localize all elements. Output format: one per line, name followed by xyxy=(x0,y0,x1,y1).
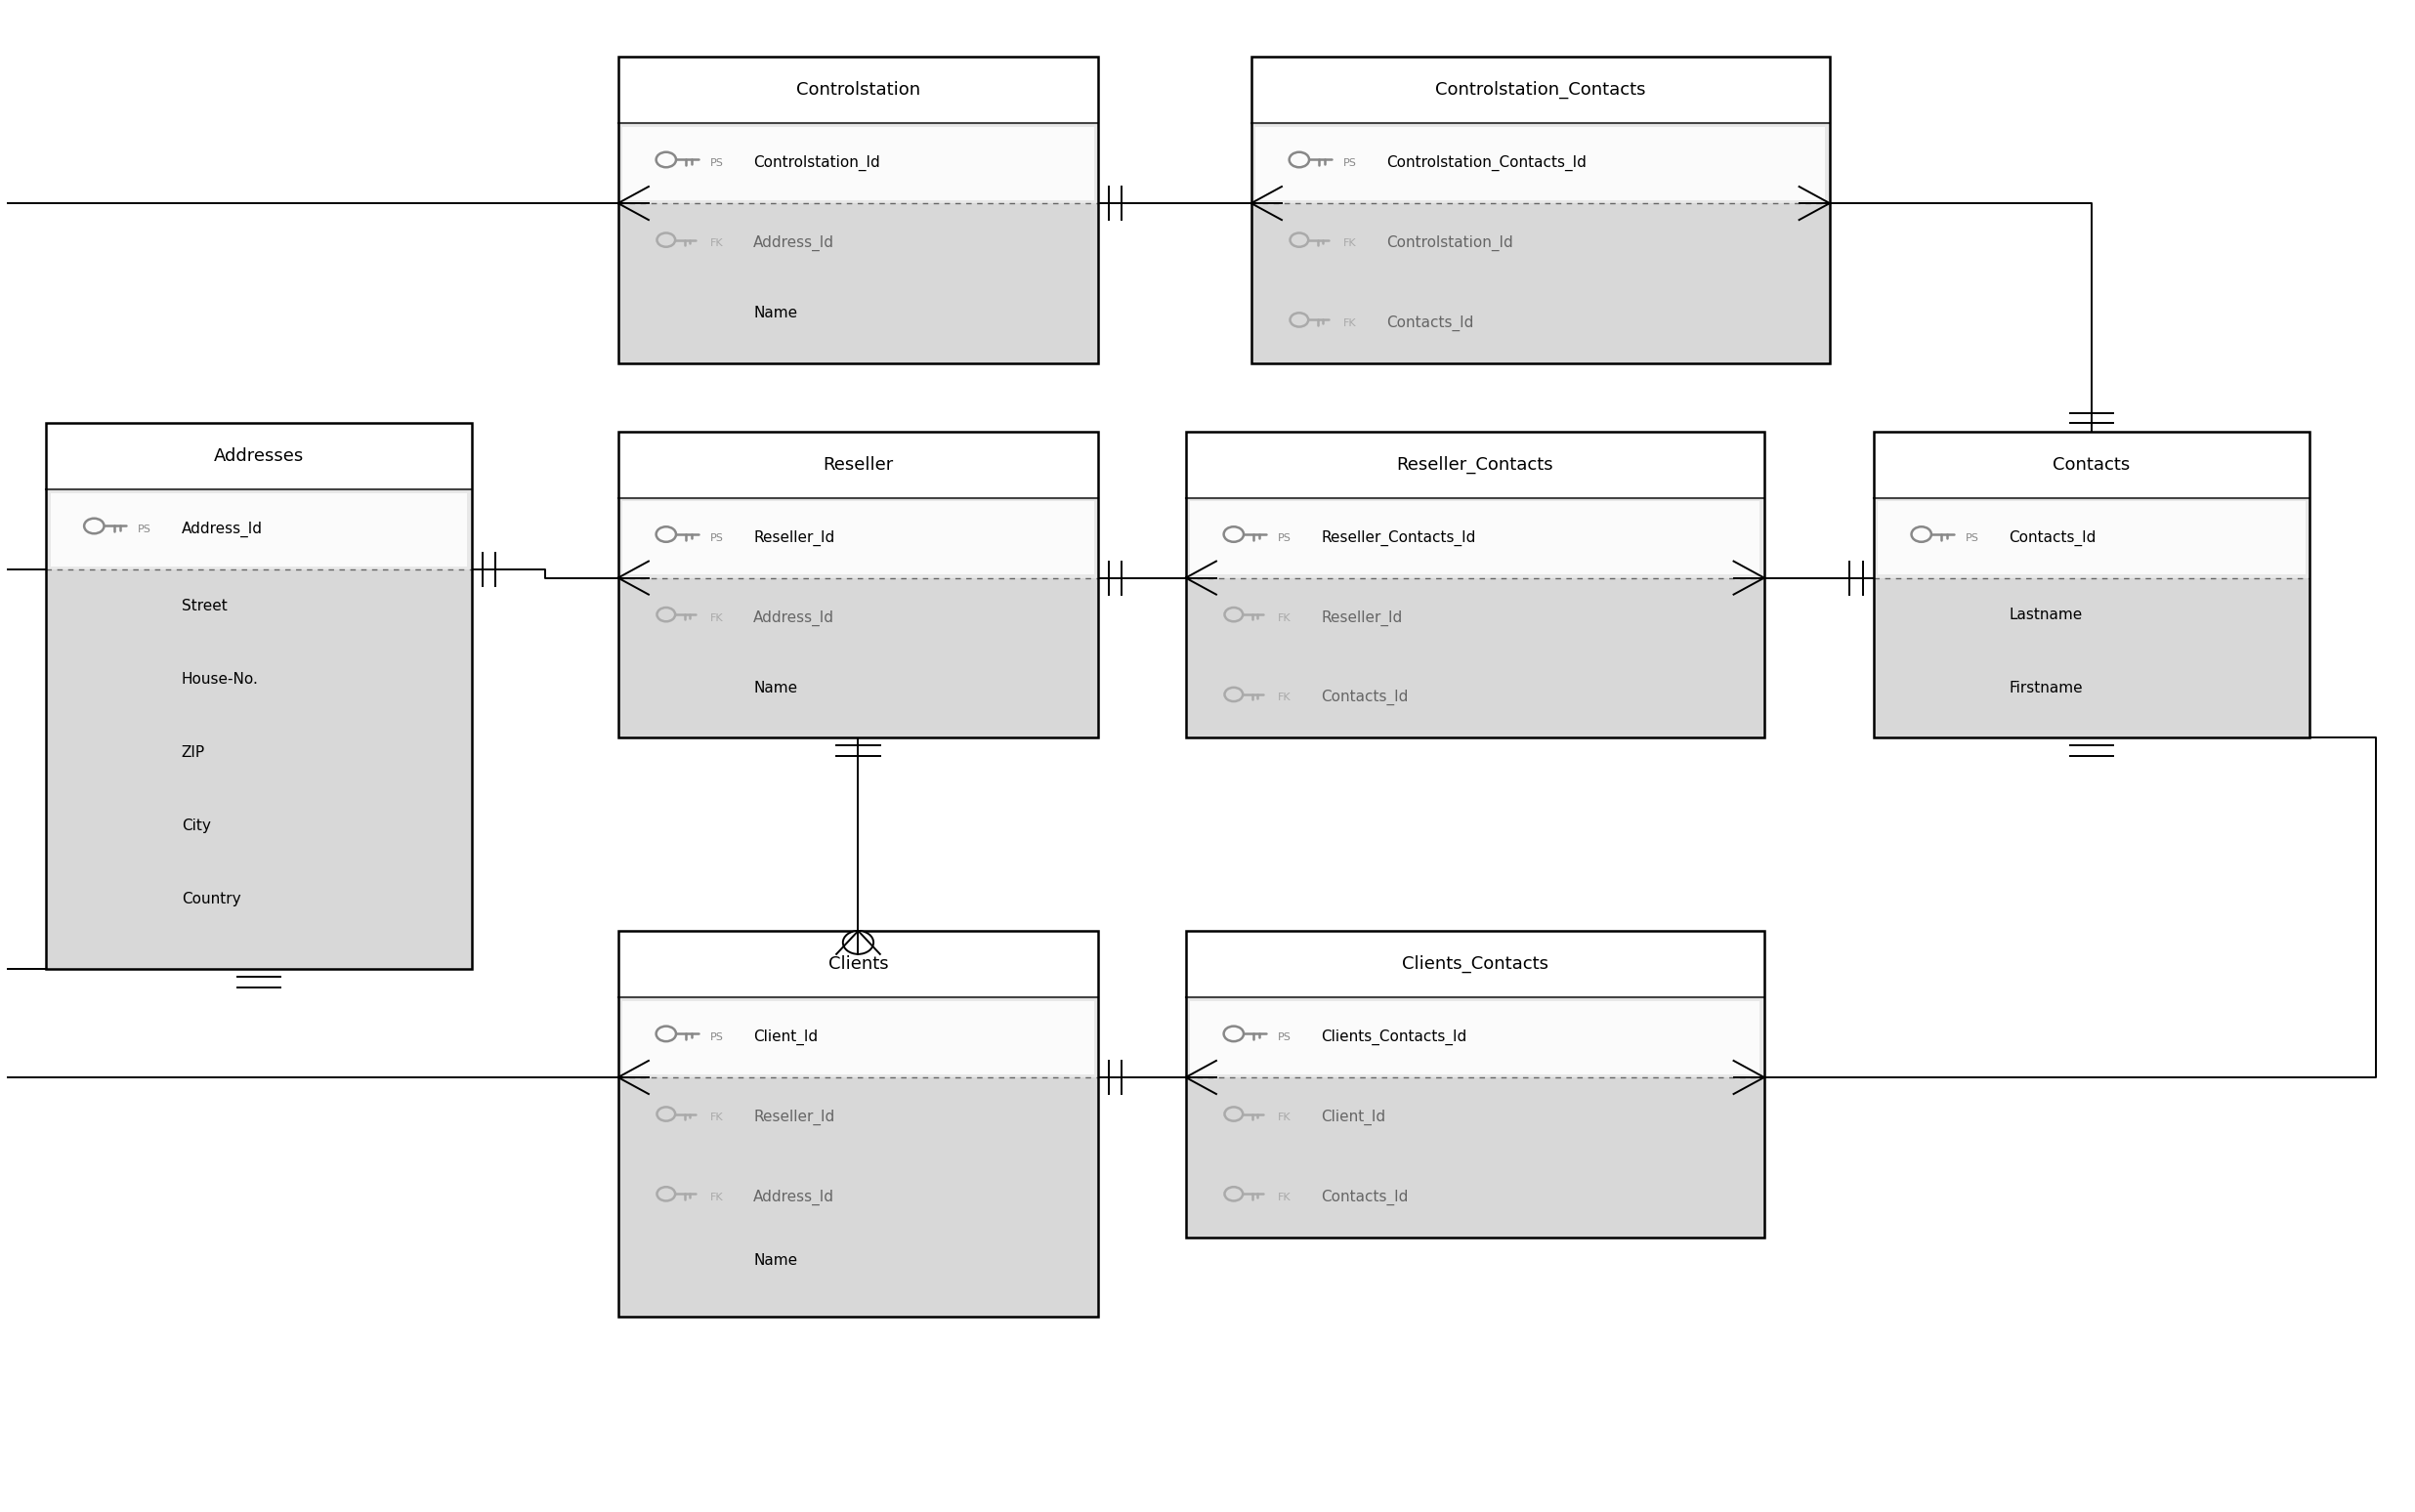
Text: House-No.: House-No. xyxy=(181,673,258,686)
Bar xyxy=(1186,931,1765,1237)
Bar xyxy=(1186,578,1765,738)
Text: FK: FK xyxy=(1278,1113,1290,1122)
Text: FK: FK xyxy=(710,612,722,623)
Bar xyxy=(1186,931,1765,998)
Bar xyxy=(1251,57,1831,363)
Bar xyxy=(1256,127,1826,200)
Bar xyxy=(1186,1078,1765,1237)
Bar xyxy=(618,578,1099,738)
Text: PS: PS xyxy=(1278,1033,1292,1042)
Text: PS: PS xyxy=(710,1033,724,1042)
Text: Controlstation_Id: Controlstation_Id xyxy=(1386,236,1514,251)
Bar xyxy=(1191,1001,1761,1074)
Text: FK: FK xyxy=(1278,692,1290,703)
Bar xyxy=(1186,497,1765,578)
Bar xyxy=(618,57,1099,124)
Bar xyxy=(46,423,471,490)
Text: Address_Id: Address_Id xyxy=(181,522,263,537)
Text: Contacts_Id: Contacts_Id xyxy=(2009,531,2096,546)
Text: Reseller_Id: Reseller_Id xyxy=(1321,609,1403,626)
Text: Name: Name xyxy=(753,1253,797,1267)
Text: Controlstation: Controlstation xyxy=(797,82,920,98)
Bar xyxy=(1874,431,2311,738)
Text: Reseller_Contacts: Reseller_Contacts xyxy=(1396,455,1553,473)
Text: Controlstation_Contacts_Id: Controlstation_Contacts_Id xyxy=(1386,156,1587,171)
Bar xyxy=(618,497,1099,578)
Bar xyxy=(618,124,1099,203)
Bar xyxy=(1251,203,1831,363)
Text: FK: FK xyxy=(1343,239,1357,248)
Text: Reseller_Id: Reseller_Id xyxy=(753,1110,836,1125)
Text: Clients_Contacts_Id: Clients_Contacts_Id xyxy=(1321,1030,1466,1045)
Text: PS: PS xyxy=(710,534,724,543)
Text: PS: PS xyxy=(1278,534,1292,543)
Text: Reseller_Contacts_Id: Reseller_Contacts_Id xyxy=(1321,531,1476,546)
Text: FK: FK xyxy=(1278,612,1290,623)
Text: Firstname: Firstname xyxy=(2009,680,2082,696)
Bar xyxy=(623,1001,1094,1074)
Text: Reseller: Reseller xyxy=(824,455,894,473)
Text: Name: Name xyxy=(753,305,797,321)
Text: Controlstation_Id: Controlstation_Id xyxy=(753,156,879,171)
Bar xyxy=(1191,502,1761,575)
Text: ZIP: ZIP xyxy=(181,745,205,761)
Text: Country: Country xyxy=(181,892,242,907)
Text: Address_Id: Address_Id xyxy=(753,1190,836,1205)
Text: Controlstation_Contacts: Controlstation_Contacts xyxy=(1435,82,1645,98)
Bar xyxy=(618,1078,1099,1317)
Text: Street: Street xyxy=(181,599,227,614)
Text: FK: FK xyxy=(1278,1193,1290,1202)
Bar xyxy=(618,431,1099,497)
Bar xyxy=(623,127,1094,200)
Text: Client_Id: Client_Id xyxy=(1321,1110,1386,1125)
Text: FK: FK xyxy=(1343,318,1357,328)
Bar xyxy=(1186,998,1765,1078)
Text: Clients_Contacts: Clients_Contacts xyxy=(1401,956,1548,974)
Bar xyxy=(618,431,1099,738)
Text: PS: PS xyxy=(1343,159,1357,168)
Bar xyxy=(1186,431,1765,497)
Text: City: City xyxy=(181,818,210,833)
Text: FK: FK xyxy=(710,1113,722,1122)
Bar xyxy=(618,931,1099,1317)
Text: Name: Name xyxy=(753,680,797,696)
Text: PS: PS xyxy=(1966,534,1978,543)
Bar xyxy=(46,490,471,570)
Text: Contacts: Contacts xyxy=(2053,455,2130,473)
Text: Lastname: Lastname xyxy=(2009,608,2082,621)
Bar xyxy=(1874,431,2311,497)
Text: Reseller_Id: Reseller_Id xyxy=(753,531,836,546)
Text: Clients: Clients xyxy=(828,956,889,972)
Text: Address_Id: Address_Id xyxy=(753,236,836,251)
Text: Addresses: Addresses xyxy=(215,448,304,466)
Bar xyxy=(1251,57,1831,124)
Text: Client_Id: Client_Id xyxy=(753,1030,819,1045)
Circle shape xyxy=(843,931,874,954)
Text: Address_Id: Address_Id xyxy=(753,609,836,626)
Bar xyxy=(46,423,471,969)
Bar xyxy=(618,931,1099,998)
Text: FK: FK xyxy=(710,1193,722,1202)
Bar xyxy=(618,57,1099,363)
Bar xyxy=(1874,578,2311,738)
Text: PS: PS xyxy=(710,159,724,168)
Bar xyxy=(1186,431,1765,738)
Bar xyxy=(51,493,469,565)
Text: Contacts_Id: Contacts_Id xyxy=(1321,1190,1408,1205)
Text: PS: PS xyxy=(138,525,152,534)
Bar xyxy=(1879,502,2306,575)
Bar xyxy=(1251,124,1831,203)
Bar xyxy=(618,998,1099,1078)
Bar xyxy=(618,203,1099,363)
Text: Contacts_Id: Contacts_Id xyxy=(1321,689,1408,706)
Bar xyxy=(623,502,1094,575)
Text: Contacts_Id: Contacts_Id xyxy=(1386,314,1473,331)
Text: FK: FK xyxy=(710,239,722,248)
Bar xyxy=(1874,497,2311,578)
Bar xyxy=(46,570,471,969)
